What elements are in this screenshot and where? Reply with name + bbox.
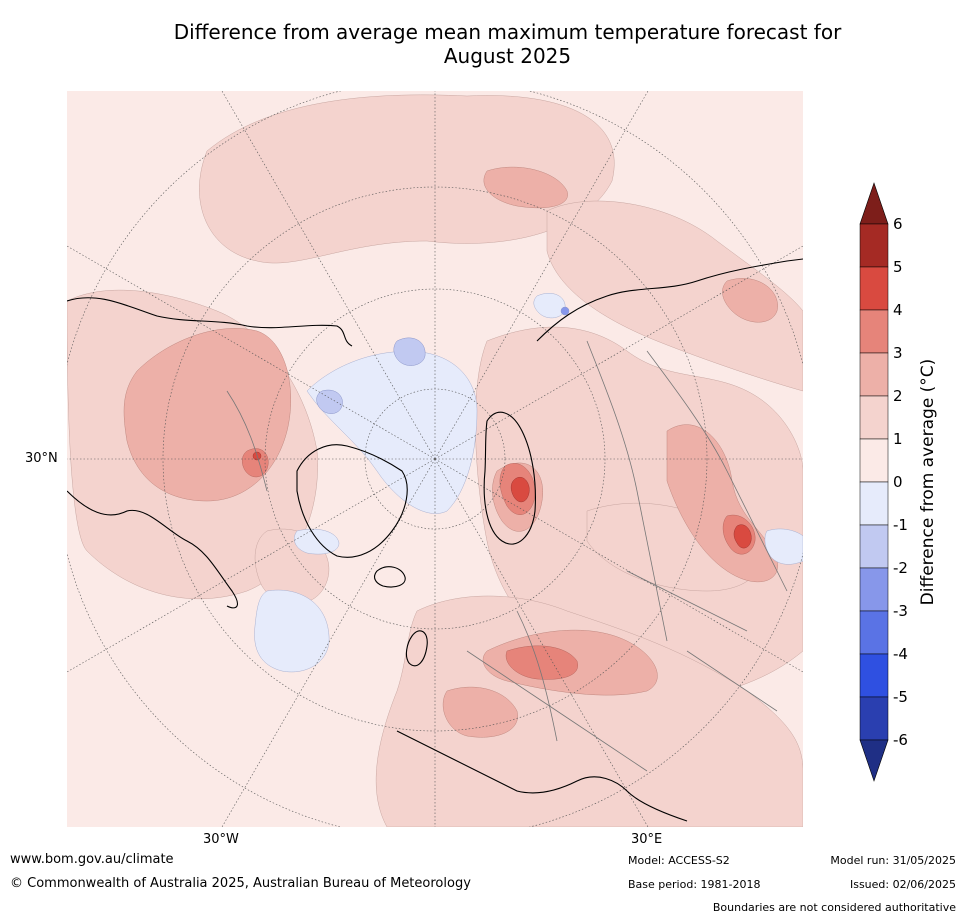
borders — [226, 340, 788, 772]
anomaly-1-to-2 — [67, 94, 803, 827]
colorbar-tick-label: 3 — [893, 344, 903, 362]
lat-label-30n: 30°N — [25, 451, 58, 466]
colorbar-tick-label: -1 — [893, 516, 908, 534]
scandinavia-coast — [483, 411, 536, 545]
base-period-text: Base period: 1981-2018 — [628, 878, 761, 891]
colorbar-label-text: Difference from average (°C) — [918, 358, 938, 606]
europe-south-coast — [396, 730, 688, 822]
colorbar-tick-label: 4 — [893, 301, 903, 319]
anomaly-minus-1-to-minus-2 — [316, 306, 570, 414]
title-line-1: Difference from average mean maximum tem… — [173, 20, 842, 44]
colorbar-segment — [859, 309, 889, 354]
website-link[interactable]: www.bom.gov.au/climate — [10, 852, 174, 867]
colorbar-segment — [859, 352, 889, 397]
issued-text: Issued: 02/06/2025 — [849, 878, 956, 891]
colorbar-tick-label: -3 — [893, 602, 908, 620]
title-line-2: August 2025 — [443, 44, 572, 68]
north-america-coast — [67, 297, 353, 609]
colorbar-under-triangle — [859, 739, 889, 782]
colorbar-over-triangle — [859, 182, 889, 225]
anomaly-map — [67, 91, 803, 827]
anomaly-0-to-minus-1 — [254, 293, 803, 673]
british-isles — [405, 630, 428, 667]
colorbar-tick-label: 2 — [893, 387, 903, 405]
colorbar — [859, 182, 889, 782]
colorbar-segment — [859, 610, 889, 655]
colorbar-segment — [859, 567, 889, 612]
colorbar-segment — [859, 395, 889, 440]
colorbar-tick-label: 6 — [893, 215, 903, 233]
anomaly-4-to-5 — [252, 451, 752, 549]
copyright-text: © Commonwealth of Australia 2025, Austra… — [10, 876, 471, 891]
colorbar-tick-label: 0 — [893, 473, 903, 491]
iceland — [374, 566, 406, 588]
model-text: Model: ACCESS-S2 — [628, 854, 730, 867]
colorbar-segment — [859, 696, 889, 741]
lon-label-30w: 30°W — [203, 832, 239, 847]
colorbar-tick-label: 5 — [893, 258, 903, 276]
colorbar-segment — [859, 266, 889, 311]
colorbar-tick-label: -2 — [893, 559, 908, 577]
colorbar-tick-label: -6 — [893, 731, 908, 749]
colorbar-segment — [859, 653, 889, 698]
colorbar-segment — [859, 223, 889, 268]
greenland-coast — [296, 444, 408, 558]
colorbar-segment — [859, 524, 889, 569]
graticule — [67, 91, 803, 827]
eurasia-north-coast — [536, 258, 803, 342]
colorbar-segment — [859, 438, 889, 483]
colorbar-tick-label: 1 — [893, 430, 903, 448]
coastlines — [67, 258, 803, 822]
colorbar-tick-label: -5 — [893, 688, 908, 706]
boundaries-disclaimer: Boundaries are not considered authoritat… — [712, 901, 956, 914]
colorbar-tick-label: -4 — [893, 645, 908, 663]
model-run-text: Model run: 31/05/2025 — [830, 854, 956, 867]
colorbar-segment — [859, 481, 889, 526]
lon-label-30e: 30°E — [631, 832, 663, 847]
chart-title: Difference from average mean maximum tem… — [60, 20, 955, 68]
